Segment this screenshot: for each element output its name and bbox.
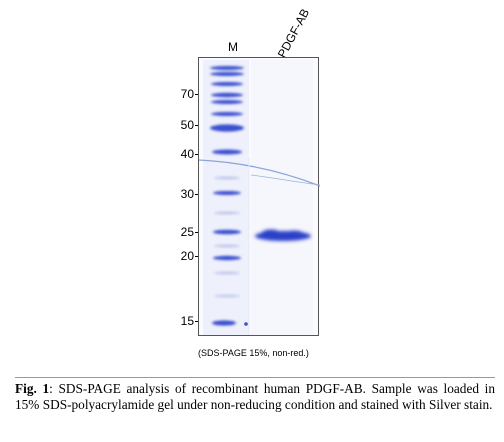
- gel-crack-line: [250, 174, 320, 186]
- marker-faint-band: [214, 271, 240, 275]
- sample-band-segment: [261, 229, 281, 239]
- marker-band: [213, 191, 241, 195]
- caption-label: Fig. 1: [15, 381, 50, 396]
- marker-band: [210, 72, 244, 76]
- gel-image: [198, 57, 320, 336]
- caption-divider: [15, 377, 495, 378]
- marker-faint-bands: [214, 176, 240, 298]
- marker-lane: [203, 60, 249, 335]
- marker-band: [213, 255, 241, 261]
- mw-label-25: 25: [180, 225, 194, 239]
- caption-text: : SDS-PAGE analysis of recombinant human…: [15, 381, 496, 412]
- gel-svg: [199, 60, 320, 335]
- marker-band: [210, 66, 244, 70]
- sample-band-segment: [283, 230, 305, 240]
- mw-label-40: 40: [180, 147, 194, 161]
- mw-label-30: 30: [180, 187, 194, 201]
- mw-label-70: 70: [180, 87, 194, 101]
- marker-band: [211, 100, 243, 104]
- marker-bands: [210, 66, 244, 326]
- mw-label-15: 15: [180, 314, 194, 328]
- marker-band: [211, 82, 243, 86]
- marker-band: [210, 124, 244, 132]
- marker-band: [212, 320, 236, 326]
- mw-label-20: 20: [180, 249, 194, 263]
- figure-caption: Fig. 1: SDS-PAGE analysis of recombinant…: [15, 381, 495, 413]
- gel-spot: [244, 322, 248, 326]
- marker-band: [213, 229, 241, 235]
- mw-label-50: 50: [180, 118, 194, 132]
- marker-faint-band: [214, 294, 240, 298]
- marker-band: [212, 149, 242, 155]
- gel-note: (SDS-PAGE 15%, non-red.): [198, 348, 309, 358]
- marker-band: [211, 112, 243, 116]
- lane-label-marker: M: [228, 40, 238, 54]
- sample-lane: [251, 60, 313, 335]
- gel-crack-line: [199, 159, 320, 187]
- sample-band: [255, 229, 311, 241]
- marker-faint-band: [214, 211, 240, 215]
- marker-band: [211, 92, 243, 98]
- marker-faint-band: [214, 176, 240, 180]
- marker-faint-band: [214, 244, 240, 248]
